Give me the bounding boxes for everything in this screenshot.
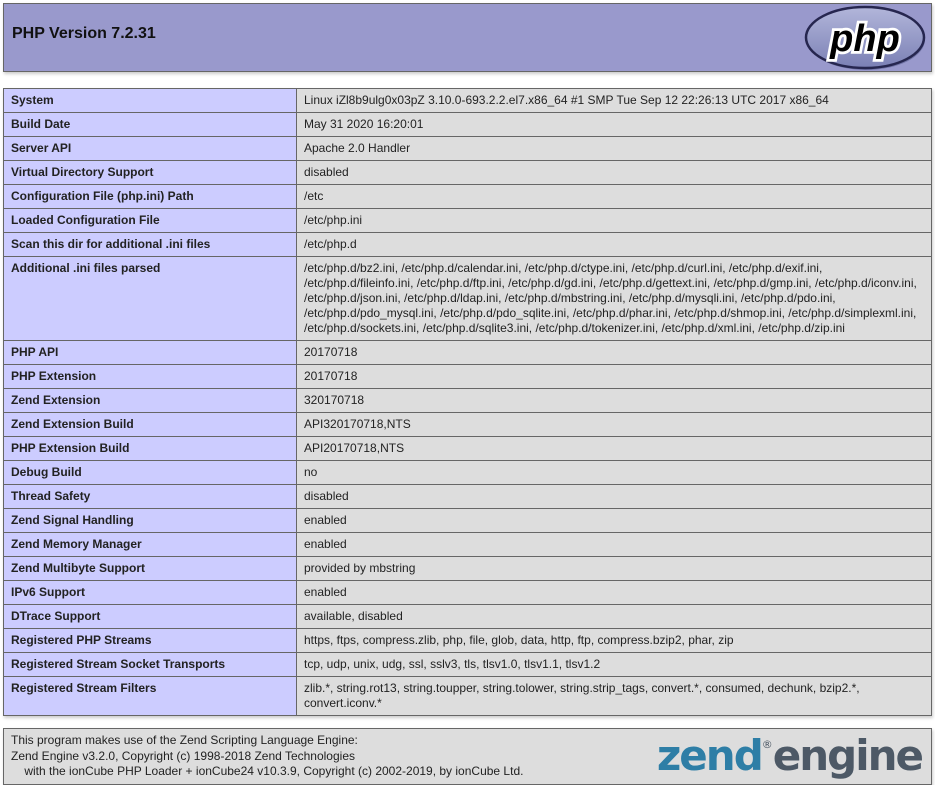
credits-text: This program makes use of the Zend Scrip…: [11, 733, 523, 780]
row-value: zlib.*, string.rot13, string.toupper, st…: [296, 676, 932, 716]
row-value: /etc/php.ini: [296, 208, 932, 233]
php-info-table: System Linux iZl8b9ulg0x03pZ 3.10.0-693.…: [3, 88, 932, 716]
table-row: IPv6 Support enabled: [3, 580, 932, 605]
row-value: API320170718,NTS: [296, 412, 932, 437]
zend-logo-link[interactable]: zend ® engine: [656, 731, 924, 781]
row-label: IPv6 Support: [3, 580, 297, 605]
row-value: /etc/php.d: [296, 232, 932, 257]
row-value: Apache 2.0 Handler: [296, 136, 932, 161]
table-row: Registered Stream Filters zlib.*, string…: [3, 676, 932, 716]
table-row: Zend Memory Manager enabled: [3, 532, 932, 557]
row-label: Additional .ini files parsed: [3, 256, 297, 341]
php-logo-icon: php: [804, 5, 926, 70]
row-value: disabled: [296, 160, 932, 185]
credits-line: Zend Engine v3.2.0, Copyright (c) 1998-2…: [11, 748, 355, 763]
table-row: Build Date May 31 2020 16:20:01: [3, 112, 932, 137]
zend-logo-zend: zend: [656, 731, 764, 781]
row-label: Debug Build: [3, 460, 297, 485]
row-label: Scan this dir for additional .ini files: [3, 232, 297, 257]
table-row: Loaded Configuration File /etc/php.ini: [3, 208, 932, 233]
row-label: Zend Multibyte Support: [3, 556, 297, 581]
php-logo-link[interactable]: php: [803, 5, 927, 71]
table-row: Thread Safety disabled: [3, 484, 932, 509]
table-row: Scan this dir for additional .ini files …: [3, 232, 932, 257]
table-row: PHP Extension 20170718: [3, 364, 932, 389]
row-label: Registered Stream Filters: [3, 676, 297, 716]
row-value: disabled: [296, 484, 932, 509]
row-label: PHP API: [3, 340, 297, 365]
row-value: no: [296, 460, 932, 485]
registered-mark-icon: ®: [761, 738, 773, 752]
row-label: Server API: [3, 136, 297, 161]
row-label: Zend Memory Manager: [3, 532, 297, 557]
row-value: enabled: [296, 580, 932, 605]
row-label: System: [3, 88, 297, 113]
table-row: DTrace Support available, disabled: [3, 604, 932, 629]
table-row: Zend Extension 320170718: [3, 388, 932, 413]
row-value: 320170718: [296, 388, 932, 413]
row-value: tcp, udp, unix, udg, ssl, sslv3, tls, tl…: [296, 652, 932, 677]
row-label: DTrace Support: [3, 604, 297, 629]
row-label: Zend Extension: [3, 388, 297, 413]
row-label: Registered PHP Streams: [3, 628, 297, 653]
table-row: Registered Stream Socket Transports tcp,…: [3, 652, 932, 677]
table-row: Zend Extension Build API320170718,NTS: [3, 412, 932, 437]
row-label: Registered Stream Socket Transports: [3, 652, 297, 677]
row-value: /etc/php.d/bz2.ini, /etc/php.d/calendar.…: [296, 256, 932, 341]
table-row: Zend Signal Handling enabled: [3, 508, 932, 533]
row-value: May 31 2020 16:20:01: [296, 112, 932, 137]
table-row: PHP API 20170718: [3, 340, 932, 365]
table-row: Registered PHP Streams https, ftps, comp…: [3, 628, 932, 653]
zend-logo-engine: engine: [772, 731, 924, 781]
row-value: Linux iZl8b9ulg0x03pZ 3.10.0-693.2.2.el7…: [296, 88, 932, 113]
row-value: 20170718: [296, 364, 932, 389]
table-row: Debug Build no: [3, 460, 932, 485]
row-label: Zend Extension Build: [3, 412, 297, 437]
table-row: PHP Extension Build API20170718,NTS: [3, 436, 932, 461]
table-row: Virtual Directory Support disabled: [3, 160, 932, 185]
table-row: Configuration File (php.ini) Path /etc: [3, 184, 932, 209]
row-label: Thread Safety: [3, 484, 297, 509]
row-label: Loaded Configuration File: [3, 208, 297, 233]
row-value: https, ftps, compress.zlib, php, file, g…: [296, 628, 932, 653]
row-value: enabled: [296, 508, 932, 533]
row-value: enabled: [296, 532, 932, 557]
row-label: PHP Extension: [3, 364, 297, 389]
row-value: available, disabled: [296, 604, 932, 629]
row-label: Virtual Directory Support: [3, 160, 297, 185]
page-title: PHP Version 7.2.31: [12, 24, 156, 42]
zend-credits: This program makes use of the Zend Scrip…: [3, 728, 932, 785]
phpinfo-page: PHP Version 7.2.31 php System Linux iZl8…: [3, 0, 932, 785]
table-row: Server API Apache 2.0 Handler: [3, 136, 932, 161]
php-logo-text: php: [829, 18, 900, 60]
row-value: 20170718: [296, 340, 932, 365]
row-label: Build Date: [3, 112, 297, 137]
row-label: Configuration File (php.ini) Path: [3, 184, 297, 209]
table-row: Additional .ini files parsed /etc/php.d/…: [3, 256, 932, 341]
table-row: System Linux iZl8b9ulg0x03pZ 3.10.0-693.…: [3, 88, 932, 113]
row-value: provided by mbstring: [296, 556, 932, 581]
row-label: Zend Signal Handling: [3, 508, 297, 533]
table-row: Zend Multibyte Support provided by mbstr…: [3, 556, 932, 581]
row-label: PHP Extension Build: [3, 436, 297, 461]
row-value: /etc: [296, 184, 932, 209]
row-value: API20170718,NTS: [296, 436, 932, 461]
php-header: PHP Version 7.2.31 php: [3, 3, 932, 72]
credits-line: This program makes use of the Zend Scrip…: [11, 733, 358, 747]
